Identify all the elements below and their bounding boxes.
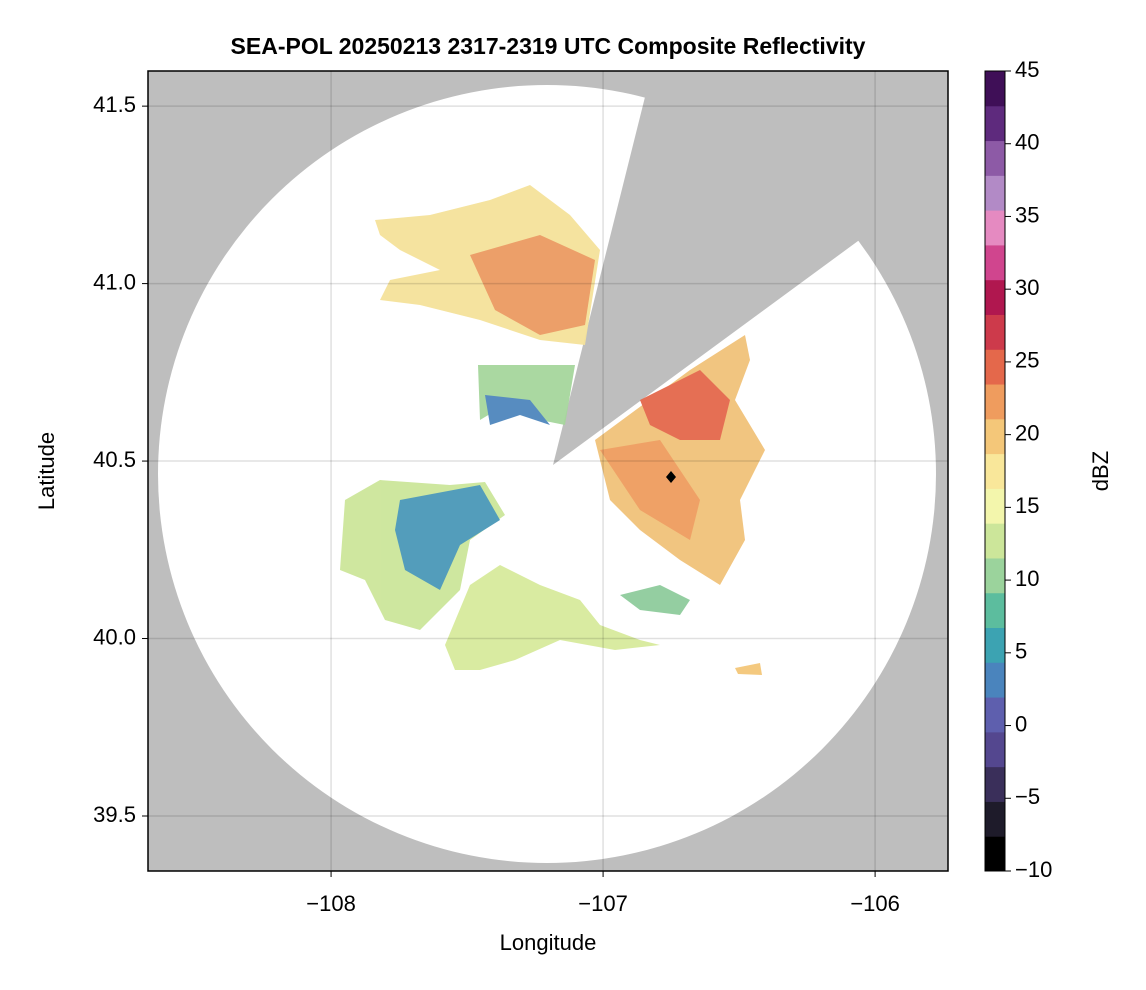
colorbar-swatch [985, 244, 1005, 281]
y-tick-label: 39.5 [93, 802, 136, 827]
colorbar-tick-label: 30 [1015, 275, 1039, 300]
colorbar-swatch [985, 557, 1005, 594]
colorbar-swatch [985, 279, 1005, 315]
echo [395, 485, 500, 590]
colorbar-swatch [985, 523, 1005, 559]
colorbar-swatch [985, 349, 1005, 385]
site-marker [666, 471, 676, 483]
colorbar-tick-label: 40 [1015, 130, 1039, 155]
colorbar-swatch [985, 766, 1005, 802]
colorbar-swatch [985, 71, 1005, 107]
grid [148, 71, 948, 871]
colorbar-tick-label: 20 [1015, 420, 1039, 445]
colorbar-tick-label: −5 [1015, 784, 1040, 809]
y-tick-label: 40.5 [93, 447, 136, 472]
echo [470, 235, 595, 335]
colorbar: −10 −5 0 5 10 15 20 25 30 35 40 45 [984, 57, 1052, 882]
y-tick-label: 41.5 [93, 92, 136, 117]
colorbar-label: dBZ [1088, 451, 1113, 491]
colorbar-swatch [985, 662, 1005, 698]
colorbar-swatch [985, 592, 1005, 629]
chart-title: SEA-POL 20250213 2317-2319 UTC Composite… [231, 33, 866, 59]
colorbar-tick-label: 35 [1015, 202, 1039, 227]
colorbar-swatch [985, 175, 1005, 211]
colorbar-tick-label: 5 [1015, 639, 1027, 664]
colorbar-swatch [985, 210, 1005, 246]
colorbar-swatch [985, 140, 1005, 176]
colorbar-tick-label: 15 [1015, 493, 1039, 518]
colorbar-swatch [985, 697, 1005, 733]
colorbar-swatch [985, 488, 1005, 524]
echo [735, 663, 762, 675]
colorbar-swatch [985, 384, 1005, 420]
echoes [340, 185, 765, 675]
colorbar-swatch [985, 314, 1005, 350]
colorbar-frame [984, 70, 1006, 872]
colorbar-swatch [985, 105, 1005, 142]
colorbar-swatch [985, 731, 1005, 768]
y-tick-label: 40.0 [93, 624, 136, 649]
map-area [148, 71, 948, 871]
colorbar-swatch [985, 801, 1005, 837]
y-axis-label: Latitude [34, 432, 59, 510]
x-tick-label: −108 [306, 891, 356, 916]
colorbar-swatch [985, 418, 1005, 455]
colorbar-tick-label: 0 [1015, 711, 1027, 736]
y-tick-label: 41.0 [93, 269, 136, 294]
x-tick-label: −106 [850, 891, 900, 916]
blocked-sector [553, 71, 948, 465]
echo [478, 365, 575, 425]
echo [620, 585, 690, 615]
x-tick-label: −107 [578, 891, 628, 916]
colorbar-tick-label: 25 [1015, 348, 1039, 373]
colorbar-tick-label: 45 [1015, 57, 1039, 82]
colorbar-swatch [985, 453, 1005, 489]
colorbar-swatch [985, 627, 1005, 663]
plot-frame [147, 70, 949, 872]
colorbar-swatch [985, 836, 1005, 872]
colorbar-tick-label: −10 [1015, 857, 1052, 882]
echo [600, 440, 700, 540]
echo [640, 370, 730, 440]
echo [485, 395, 550, 425]
echo [445, 565, 660, 670]
x-axis-label: Longitude [500, 930, 597, 955]
colorbar-tick-label: 10 [1015, 566, 1039, 591]
